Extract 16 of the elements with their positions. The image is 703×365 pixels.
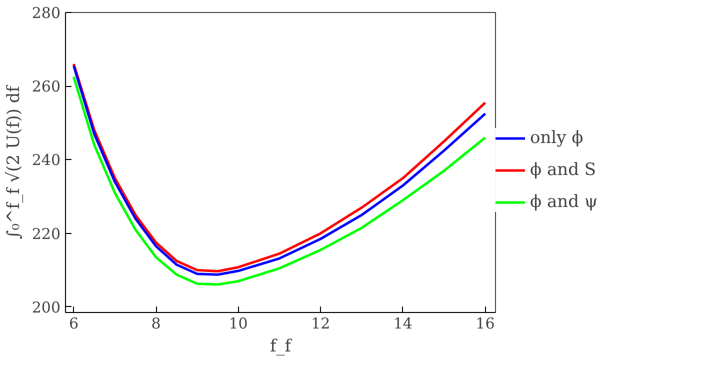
x-tick-label: 12 <box>311 314 330 332</box>
x-tick-label: 6 <box>68 314 79 332</box>
y-axis-title: ∫₀^f_f √(2 U(f)) df <box>4 84 24 240</box>
legend-label: ϕ and ψ <box>530 192 598 212</box>
x-axis-title: f_f <box>270 336 293 356</box>
y-tick-label: 220 <box>32 224 61 243</box>
x-tick-label: 16 <box>476 314 495 332</box>
x-tick-label: 10 <box>228 314 248 332</box>
x-tick-label: 8 <box>151 314 161 332</box>
y-tick-label: 280 <box>32 4 61 22</box>
legend-label: ϕ and S <box>530 160 596 180</box>
y-tick-label: 260 <box>32 78 61 96</box>
y-tick-label: 240 <box>32 151 61 170</box>
x-tick-label: 14 <box>393 314 412 332</box>
y-tick-label: 200 <box>32 298 61 316</box>
legend-label: only ϕ <box>530 128 584 148</box>
